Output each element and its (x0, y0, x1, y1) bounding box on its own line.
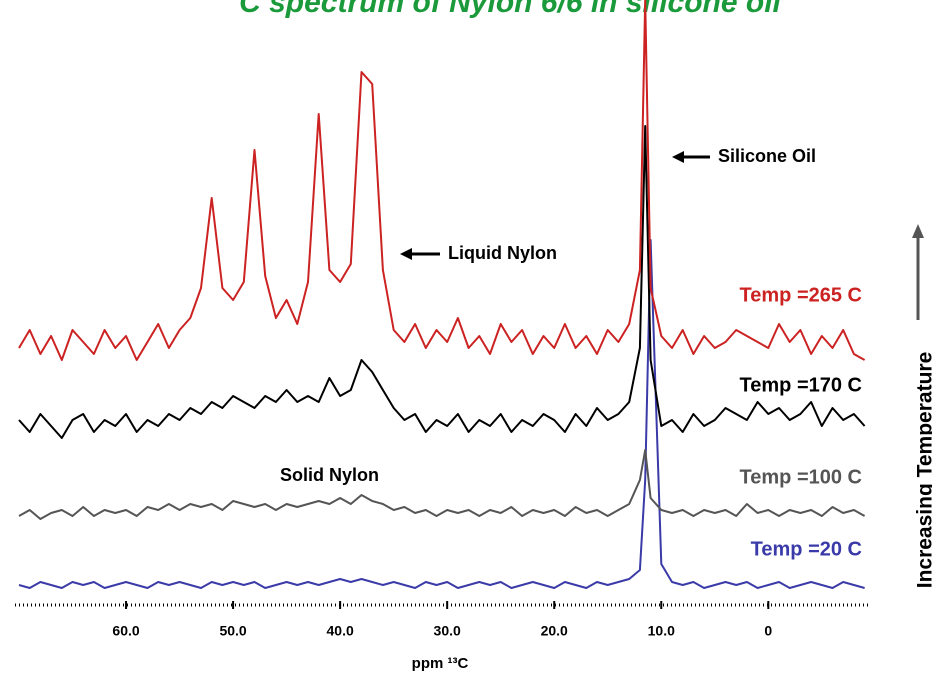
x-tick-label: 10.0 (648, 623, 675, 639)
x-tick-label: 0 (764, 623, 772, 639)
annotation: Liquid Nylon (448, 243, 557, 263)
spectrum-line (18, 125, 866, 439)
chart-title: C spectrum of Nylon 6/6 in silicone oil (239, 0, 781, 19)
annotation: Silicone Oil (718, 146, 816, 166)
x-tick-label: 50.0 (219, 623, 246, 639)
spectrum-line (18, 449, 866, 520)
x-axis-label: ppm ¹³C (412, 655, 469, 672)
series-label: Temp =170 C (740, 374, 862, 396)
spectrum-line (18, 239, 865, 589)
series-label: Temp =265 C (740, 284, 862, 306)
x-tick-label: 40.0 (327, 623, 354, 639)
side-arrow-head (912, 224, 924, 238)
series-label: Temp =100 C (740, 466, 862, 488)
annotation: Solid Nylon (280, 465, 379, 485)
side-label: Increasing Temperature (914, 352, 932, 589)
x-tick-label: 20.0 (541, 623, 568, 639)
arrow-head (672, 151, 684, 163)
x-tick-label: 30.0 (434, 623, 461, 639)
spectrum-line (18, 0, 866, 361)
x-tick-label: 60.0 (112, 623, 139, 639)
series-label: Temp =20 C (751, 538, 862, 560)
arrow-head (400, 248, 412, 260)
